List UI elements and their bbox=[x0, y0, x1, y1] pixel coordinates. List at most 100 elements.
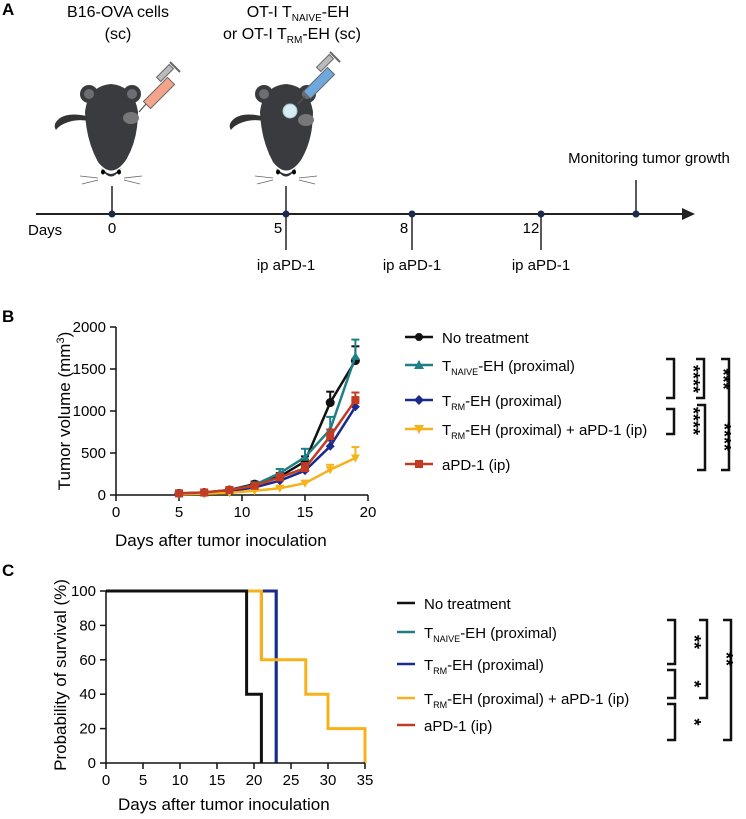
timepoint-day-0: 0 bbox=[108, 186, 116, 237]
b-point-no_treatment-6 bbox=[325, 398, 335, 408]
svg-text:ip aPD-1: ip aPD-1 bbox=[257, 257, 315, 274]
svg-text:ip aPD-1: ip aPD-1 bbox=[512, 257, 570, 274]
monitoring-label: Monitoring tumor growth bbox=[568, 150, 730, 167]
c-survival-rm_pd1 bbox=[106, 589, 367, 763]
b-series-apd1 bbox=[175, 391, 360, 498]
svg-text:0: 0 bbox=[108, 220, 116, 237]
timepoint-day-12: 12 ip aPD-1 bbox=[512, 210, 570, 274]
injection-2-line-2: or OT-I TRM-EH (sc) bbox=[223, 26, 361, 46]
legend-b-naive: TNAIVE-EH (proximal) bbox=[405, 358, 575, 377]
legend-b: No treatment TNAIVE-EH (proximal) TRM-EH… bbox=[405, 330, 647, 474]
panel-c-xlabel: Days after tumor inoculation bbox=[118, 795, 330, 814]
svg-text:*: * bbox=[684, 680, 704, 687]
legend-b-apd1: aPD-1 (ip) bbox=[405, 457, 510, 474]
timeline-arrowhead bbox=[682, 208, 695, 220]
legend-c-rm: TRM-EH (proximal) bbox=[397, 657, 544, 676]
b-point-apd1-5 bbox=[301, 464, 309, 473]
legend-c-rm-apd1: TRM-EH (proximal) + aPD-1 (ip) bbox=[397, 691, 629, 710]
survival-chart: 0 20 40 60 80 100 0 5 10 15 20 25 30 35 bbox=[71, 583, 373, 789]
timepoint-monitor bbox=[632, 180, 640, 218]
svg-text:**: ** bbox=[716, 652, 736, 666]
b-line-no_treatment bbox=[178, 359, 357, 495]
significance-brackets-b bbox=[666, 357, 731, 472]
mouse-2-illustration bbox=[229, 84, 318, 185]
panel-b-ylabel: Tumor volume (mm3) bbox=[55, 332, 74, 491]
b-point-naive-5 bbox=[300, 452, 310, 461]
svg-text:8: 8 bbox=[400, 220, 408, 237]
b-point-apd1-4 bbox=[275, 473, 284, 482]
c-ytick-label-1: 20 bbox=[79, 721, 96, 738]
svg-text:****: **** bbox=[714, 423, 734, 451]
svg-text:No treatment: No treatment bbox=[424, 596, 512, 613]
b-point-apd1-2 bbox=[225, 485, 234, 494]
b-point-rm_pd1-7 bbox=[350, 454, 360, 463]
significance-labels-c: ** * * ** * bbox=[684, 635, 746, 726]
legend-c: No treatment TNAIVE-EH (proximal) TRM-EH… bbox=[397, 596, 629, 735]
days-label: Days bbox=[28, 222, 62, 239]
legend-b-rm-apd1: TRM-EH (proximal) + aPD-1 (ip) bbox=[405, 422, 647, 441]
c-survival-apd1 bbox=[106, 589, 263, 660]
svg-text:ip aPD-1: ip aPD-1 bbox=[383, 257, 441, 274]
panel-c-ylabel: Probability of survival (%) bbox=[51, 579, 70, 771]
b-point-apd1-7 bbox=[351, 396, 360, 405]
svg-text:TRM-EH (proximal) + aPD-1 (ip): TRM-EH (proximal) + aPD-1 (ip) bbox=[424, 691, 629, 710]
svg-text:TNAIVE-EH (proximal): TNAIVE-EH (proximal) bbox=[424, 625, 557, 644]
svg-text:12: 12 bbox=[523, 220, 540, 237]
c-xtick-label-0: 0 bbox=[102, 772, 110, 789]
timepoint-day-5: 5 ip aPD-1 bbox=[257, 186, 315, 274]
c-xtick-label-6: 30 bbox=[320, 772, 337, 789]
b-xtick-label-4: 20 bbox=[360, 504, 377, 521]
b-point-rm_pd1-5 bbox=[300, 479, 310, 488]
c-ytick-label-2: 40 bbox=[79, 686, 96, 703]
c-ytick-label-4: 80 bbox=[79, 617, 96, 634]
b-point-apd1-0 bbox=[175, 489, 183, 498]
svg-text:TRM-EH (proximal): TRM-EH (proximal) bbox=[424, 657, 544, 676]
b-xtick-label-3: 15 bbox=[297, 504, 314, 521]
significance-labels-b: **** **** *** **** *** bbox=[683, 365, 746, 451]
b-ytick-label-4: 2000 bbox=[73, 319, 106, 336]
svg-text:*: * bbox=[684, 718, 704, 725]
syringe-1-icon bbox=[138, 61, 181, 113]
svg-text:****: **** bbox=[683, 365, 703, 393]
b-point-naive-7 bbox=[350, 351, 360, 360]
svg-text:TRM-EH (proximal): TRM-EH (proximal) bbox=[442, 393, 562, 412]
c-xtick-label-5: 25 bbox=[283, 772, 300, 789]
b-point-apd1-6 bbox=[326, 432, 335, 441]
b-ytick-label-1: 500 bbox=[81, 445, 106, 462]
legend-c-apd1: aPD-1 (ip) bbox=[397, 718, 492, 735]
c-ytick-label-5: 100 bbox=[71, 583, 96, 600]
svg-text:***: *** bbox=[738, 403, 746, 424]
injection-1-line-2: (sc) bbox=[105, 26, 132, 43]
b-point-rm_pd1-4 bbox=[275, 484, 285, 493]
svg-text:No treatment: No treatment bbox=[442, 330, 530, 347]
b-line-naive bbox=[178, 355, 357, 495]
c-xtick-label-2: 10 bbox=[172, 772, 189, 789]
c-xtick-label-1: 5 bbox=[139, 772, 147, 789]
svg-text:****: **** bbox=[683, 407, 703, 435]
b-line-rm_pd1 bbox=[178, 456, 356, 496]
svg-text:TNAIVE-EH (proximal): TNAIVE-EH (proximal) bbox=[442, 358, 575, 377]
b-point-apd1-3 bbox=[250, 481, 259, 490]
svg-text:5: 5 bbox=[274, 220, 282, 237]
c-ytick-label-3: 60 bbox=[79, 652, 96, 669]
legend-c-naive: TNAIVE-EH (proximal) bbox=[397, 625, 557, 644]
b-ytick-label-0: 0 bbox=[98, 487, 106, 504]
panel-b-label: B bbox=[2, 307, 14, 326]
b-point-apd1-1 bbox=[200, 488, 209, 497]
injection-2-line-1: OT-I TNAIVE-EH bbox=[247, 4, 350, 24]
b-point-rm_pd1-6 bbox=[325, 466, 335, 475]
c-survival-naive bbox=[106, 589, 278, 763]
b-ytick-label-2: 1000 bbox=[73, 403, 106, 420]
svg-text:*: * bbox=[740, 676, 746, 683]
panel-a-label: A bbox=[2, 0, 14, 19]
mouse-1-illustration bbox=[54, 84, 143, 185]
svg-text:***: *** bbox=[713, 368, 733, 389]
legend-b-no-treatment: No treatment bbox=[405, 330, 530, 347]
b-xtick-label-2: 10 bbox=[234, 504, 251, 521]
svg-text:TRM-EH (proximal) + aPD-1 (ip): TRM-EH (proximal) + aPD-1 (ip) bbox=[442, 422, 647, 441]
tumor-volume-chart: 0 500 1000 1500 2000 0 5 10 15 20 bbox=[73, 319, 377, 521]
legend-c-no-treatment: No treatment bbox=[397, 596, 512, 613]
c-xtick-label-7: 35 bbox=[357, 772, 374, 789]
b-series-naive bbox=[174, 338, 360, 498]
